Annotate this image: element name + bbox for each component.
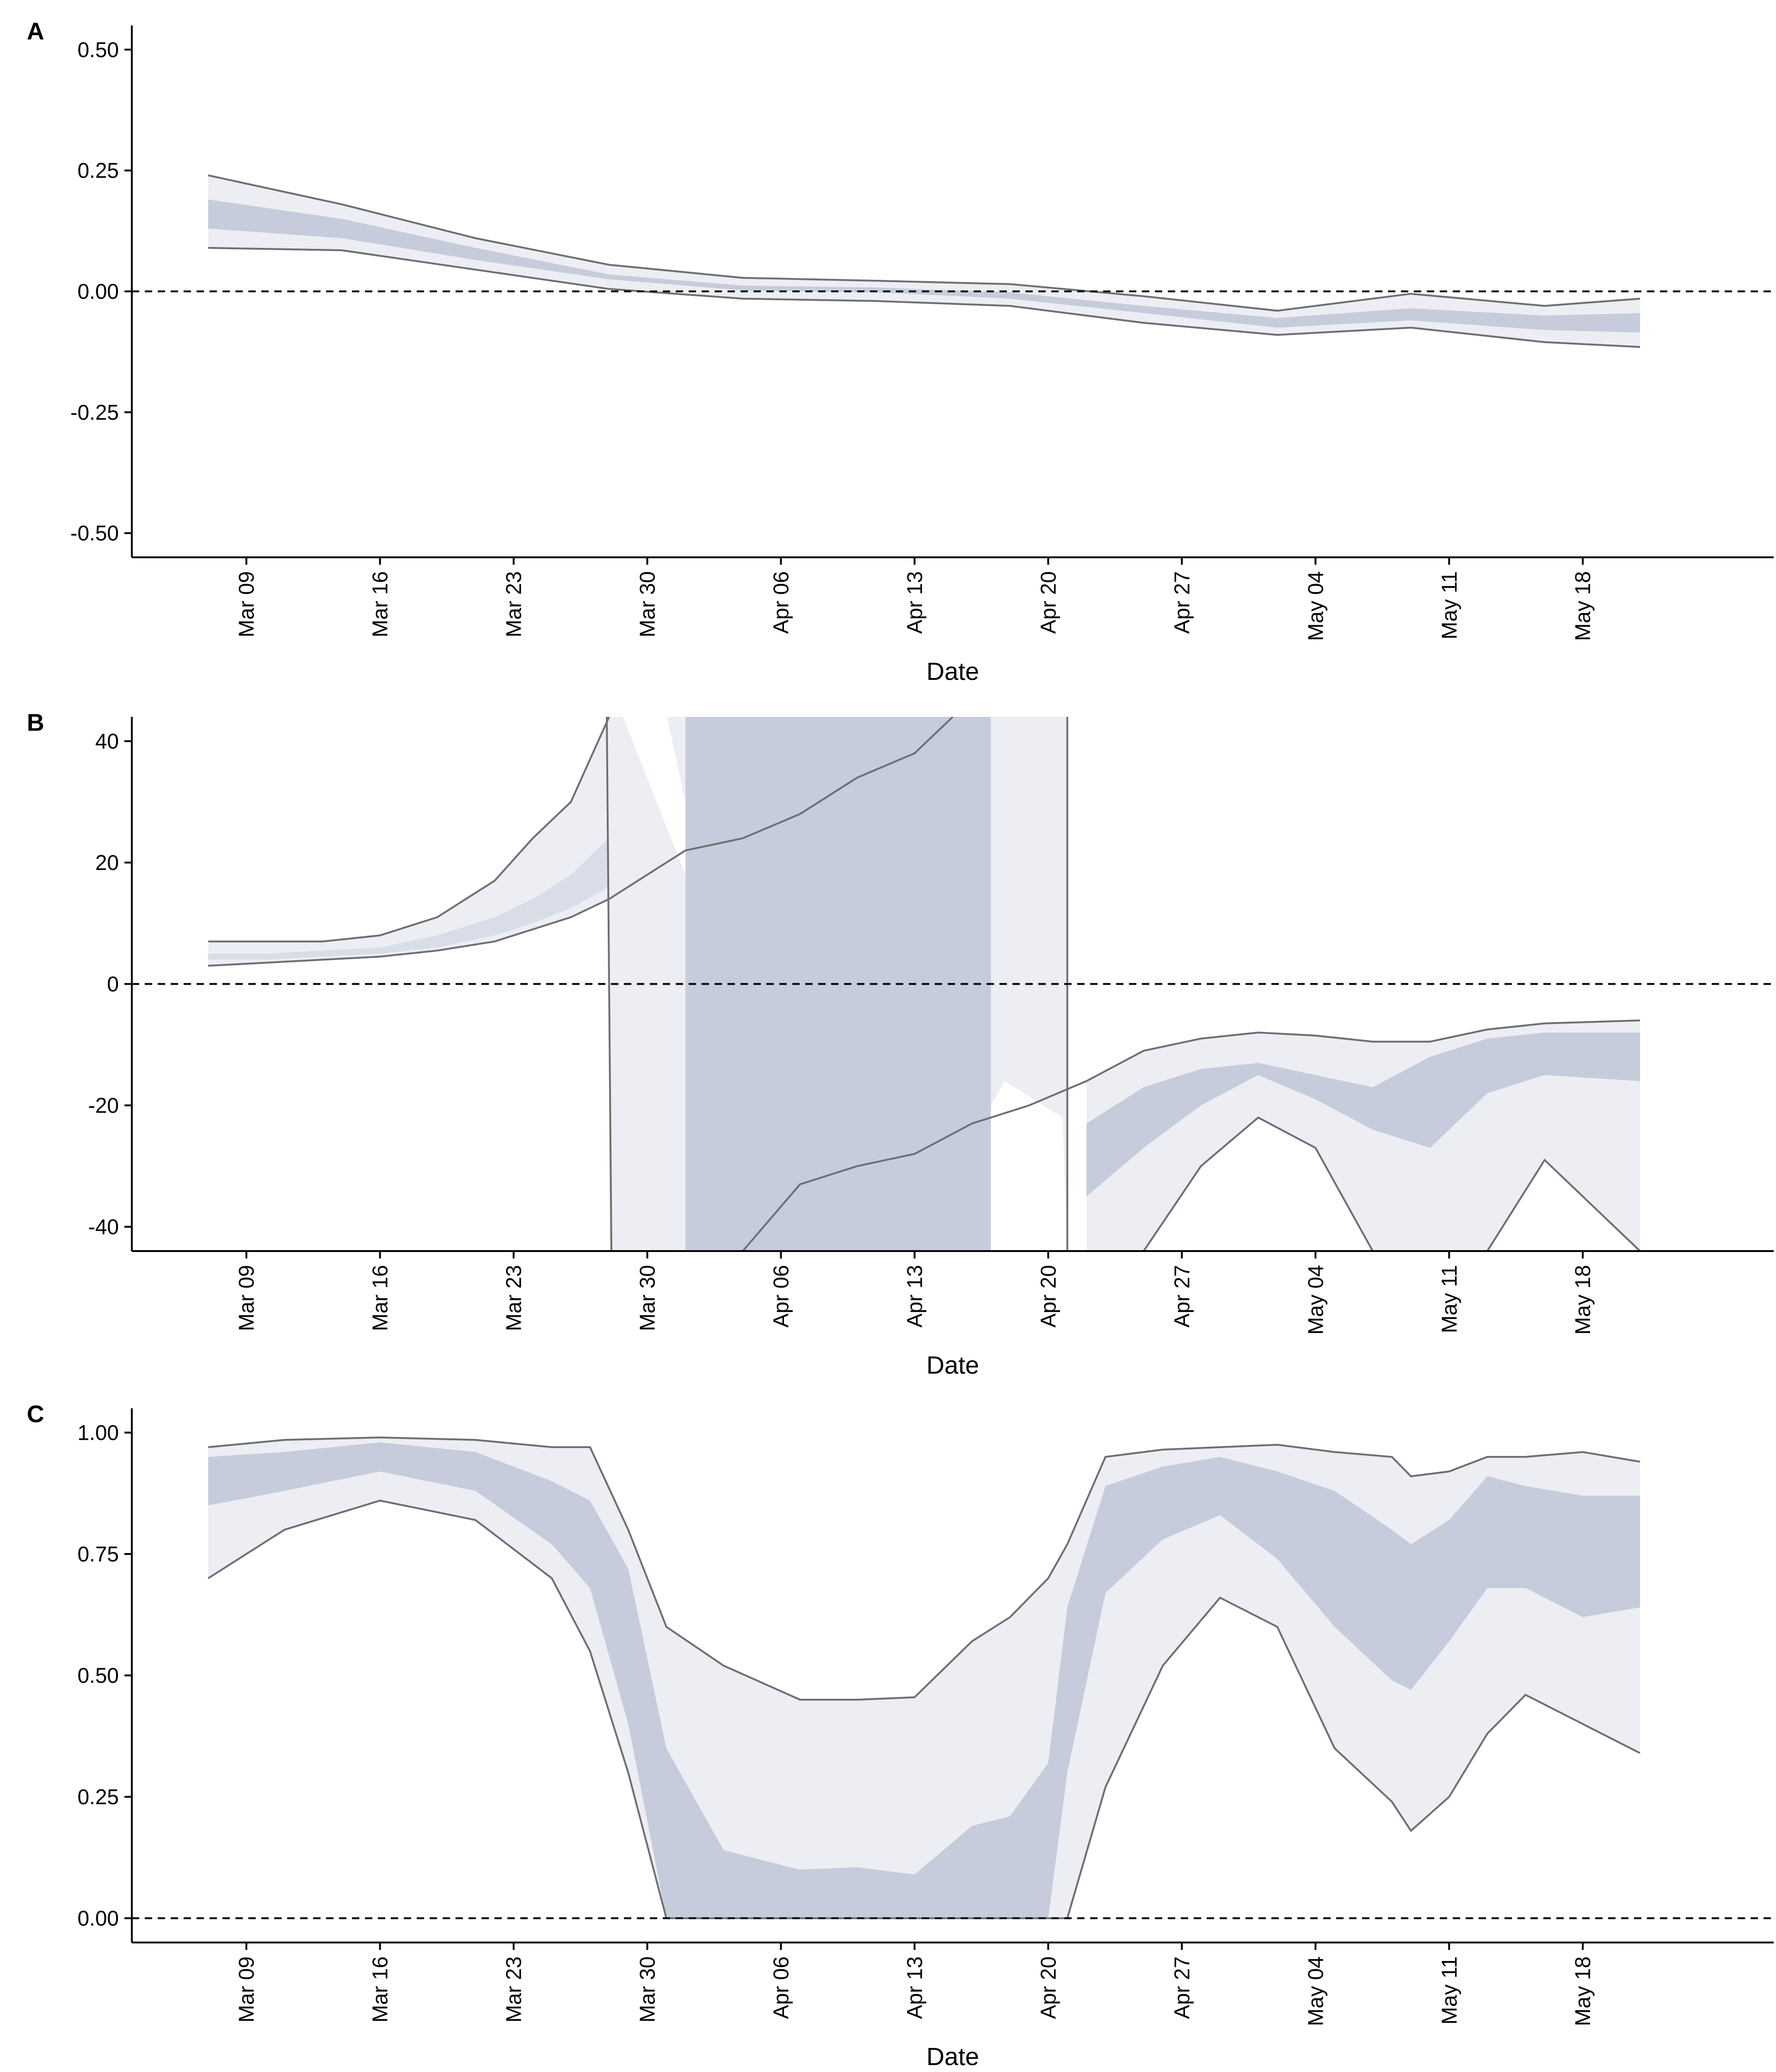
band-inner: [208, 1442, 1640, 1918]
x-tick-label: May 11: [1437, 1265, 1461, 1333]
y-tick-label: 0.25: [77, 159, 119, 183]
y-tick-label: 0.00: [77, 279, 119, 303]
gap-upper: [623, 717, 686, 875]
x-tick-label: May 18: [1571, 1956, 1595, 2026]
x-tick-label: May 18: [1571, 571, 1595, 641]
x-axis-title: Date: [926, 1351, 979, 1379]
y-tick-label: 20: [95, 851, 119, 875]
gap-lower: [991, 1081, 1067, 1251]
early-upper-line: [208, 717, 610, 943]
panel-a: 0.50 0.25 0.00 -0.25 -0.50 Mar 09 Mar 16 Mar 23…: [27, 18, 1774, 685]
y-tick-label: 0.25: [77, 1785, 119, 1809]
x-tick-label: Mar 16: [368, 1265, 392, 1331]
x-tick-label: Mar 16: [368, 571, 392, 637]
late-lower-line: [1086, 1116, 1641, 1251]
band-inner-early: [208, 838, 610, 960]
x-tick-label: Apr 06: [769, 1265, 793, 1328]
x-tick-label: May 11: [1437, 1956, 1461, 2024]
y-tick-label: -20: [88, 1093, 119, 1117]
y-tick-label: 40: [95, 729, 119, 753]
x-tick-label: May 04: [1303, 1265, 1327, 1335]
panel-letter: A: [27, 18, 44, 45]
y-tick-label: -40: [88, 1215, 119, 1239]
y-tick-label: -0.25: [70, 400, 119, 424]
x-tick-label: Apr 27: [1170, 1956, 1194, 2019]
y-tick-label: 0: [107, 972, 119, 996]
band-outer-early: [208, 717, 610, 966]
x-tick-label: Mar 09: [234, 571, 259, 637]
y-tick-label: 1.00: [77, 1421, 119, 1445]
x-tick-label: Mar 30: [635, 1956, 660, 2023]
x-axis-title: Date: [926, 658, 979, 685]
x-tick-label: Apr 06: [769, 1956, 793, 2019]
x-axis-title: Date: [926, 2043, 979, 2071]
panel-letter: B: [27, 709, 44, 736]
late-upper-line: [1086, 1019, 1640, 1082]
y-tick-label: 0.75: [77, 1542, 119, 1566]
x-tick-label: May 04: [1303, 1956, 1327, 2026]
x-tick-label: Mar 23: [502, 1956, 526, 2023]
early-lower-line: [208, 898, 610, 967]
x-tick-label: Apr 13: [902, 1265, 926, 1328]
y-tick-label: -0.50: [70, 521, 119, 545]
x-tick-label: Mar 09: [234, 1265, 259, 1331]
x-tick-label: May 18: [1571, 1265, 1595, 1335]
band-inner: [208, 199, 1640, 333]
x-tick-label: Apr 06: [769, 571, 793, 634]
x-tick-label: Apr 13: [902, 1956, 926, 2019]
x-tick-label: Mar 23: [502, 571, 526, 637]
x-tick-label: Mar 30: [635, 571, 660, 637]
x-tick-label: Apr 20: [1036, 1265, 1060, 1328]
x-tick-label: Mar 23: [502, 1265, 526, 1331]
band-upper-line: [208, 1436, 1640, 1701]
plot-area: [208, 174, 1640, 348]
x-tick-label: May 04: [1303, 571, 1327, 641]
x-tick-label: Apr 27: [1170, 1265, 1194, 1328]
x-tick-label: Mar 09: [234, 1956, 259, 2023]
band-inner-late: [1086, 1032, 1640, 1196]
x-tick-label: May 11: [1437, 571, 1461, 639]
x-tick-label: Apr 20: [1036, 571, 1060, 634]
panel-b: 40 20 0 -20 -40 Mar 09 Mar 16 Mar 23 Mar 30 Apr 0…: [27, 709, 1774, 1379]
x-tick-label: Apr 13: [902, 571, 926, 634]
y-tick-label: 0.50: [77, 37, 119, 62]
x-tick-label: Apr 27: [1170, 571, 1194, 634]
band-lower-line: [208, 247, 1640, 348]
x-tick-label: Apr 20: [1036, 1956, 1060, 2019]
middle-lower-line: [742, 1080, 1087, 1251]
y-tick-label: 0.00: [77, 1906, 119, 1930]
band-upper-line: [208, 174, 1640, 312]
x-tick-label: Mar 30: [635, 1265, 660, 1331]
panel-c: 1.00 0.75 0.50 0.25 0.00 Mar 09 Mar 16 Mar 23 Ma…: [27, 1401, 1774, 2071]
x-tick-label: Mar 16: [368, 1956, 392, 2023]
plot-area: [208, 1436, 1640, 1919]
panel-letter: C: [27, 1401, 44, 1428]
middle-upper-line: [608, 717, 954, 900]
divergence-left-line: [605, 717, 612, 1251]
y-tick-label: 0.50: [77, 1664, 119, 1688]
